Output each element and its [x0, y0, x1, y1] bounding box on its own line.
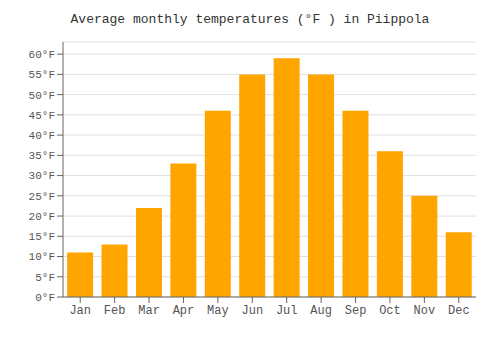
svg-text:Apr: Apr — [173, 304, 195, 318]
svg-text:5°F: 5°F — [35, 272, 55, 284]
svg-text:Jul: Jul — [276, 304, 298, 318]
svg-text:Dec: Dec — [448, 304, 470, 318]
svg-text:50°F: 50°F — [29, 90, 55, 102]
svg-text:Sep: Sep — [345, 304, 367, 318]
svg-text:May: May — [207, 304, 229, 318]
html-text:Average monthly temperatures (: Average monthly temperatures (°F ) in Pi… — [70, 12, 430, 27]
svg-text:Oct: Oct — [379, 304, 401, 318]
svg-text:20°F: 20°F — [29, 211, 55, 223]
svg-text:Jun: Jun — [241, 304, 263, 318]
svg-text:35°F: 35°F — [29, 150, 55, 162]
svg-text:25°F: 25°F — [29, 191, 55, 203]
svg-text:Jan: Jan — [69, 304, 91, 318]
svg-text:Feb: Feb — [104, 304, 126, 318]
svg-text:0°F: 0°F — [35, 292, 55, 304]
svg-text:55°F: 55°F — [29, 69, 55, 81]
svg-text:60°F: 60°F — [29, 49, 55, 61]
svg-text:Nov: Nov — [414, 304, 436, 318]
svg-text:30°F: 30°F — [29, 170, 55, 182]
svg-text:45°F: 45°F — [29, 110, 55, 122]
svg-text:15°F: 15°F — [29, 231, 55, 243]
svg-text:40°F: 40°F — [29, 130, 55, 142]
svg-text:Mar: Mar — [138, 304, 160, 318]
svg-text:Aug: Aug — [310, 304, 332, 318]
svg-text:10°F: 10°F — [29, 251, 55, 263]
